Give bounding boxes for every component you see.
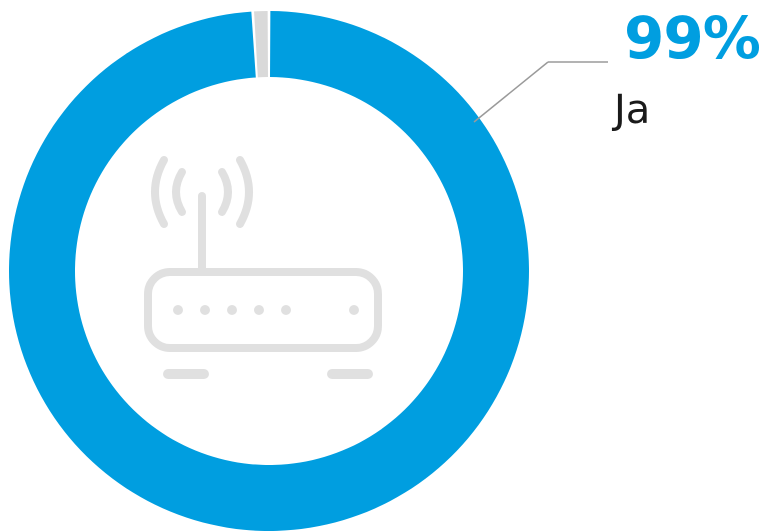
callout-label: Ja xyxy=(614,87,651,133)
router-led-dots xyxy=(173,305,359,315)
wifi-router-icon xyxy=(144,156,382,379)
donut-slices xyxy=(8,11,529,532)
donut-slice-remainder xyxy=(254,11,268,78)
callout-leader-line xyxy=(473,61,549,123)
callout-percentage: 99% xyxy=(624,4,761,72)
